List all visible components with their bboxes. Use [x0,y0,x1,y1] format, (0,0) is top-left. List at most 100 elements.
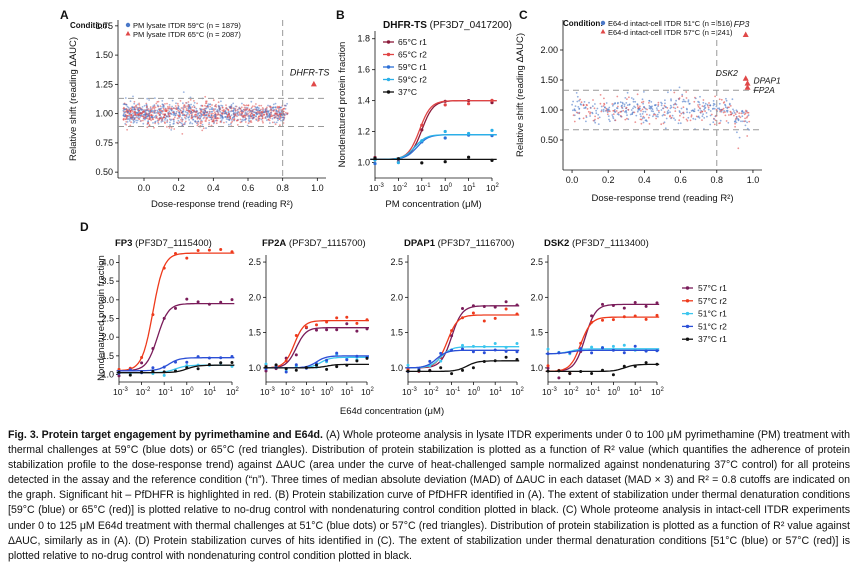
panel-a-point-65c [201,120,204,123]
panel-a-point-65c [140,112,143,115]
panel-b-point [420,161,424,165]
panel-c-point-51c [613,110,616,113]
panel-c-point-51c [725,97,727,100]
panel-b-y-tick-label: 1.4 [357,96,370,106]
panel-a-point-65c [250,121,253,123]
panel-a-point-59c [135,121,138,124]
panel-c-point-57c [679,114,681,117]
panel-a-point-59c [233,107,236,110]
panel-a-point-59c [126,121,129,123]
panel-c-point-51c [682,98,685,101]
panel-a-point-59c [167,112,169,114]
panel-a-point-65c [202,108,204,111]
panel-c-x-tick-label: 0.2 [602,175,615,185]
panel-b-point [443,103,447,107]
panel-a-point-65c [253,108,256,111]
panel-a-point-59c [197,112,200,115]
panel-b-point [490,128,494,132]
panel-c-point-51c [728,102,731,105]
panel-d-point [315,323,318,327]
panel-a-point-65c [258,104,261,107]
panel-d-point [504,355,508,359]
tick-base: 10 [439,183,449,193]
panel-a-point-59c [156,109,159,112]
panel-c-point-51c [571,103,573,106]
panel-a-point-65c [168,107,170,110]
panel-c-point-51c [643,106,645,108]
panel-a-point-59c [128,120,131,122]
panel-a-point-65c [228,115,231,118]
panel-c-point-51c [597,113,600,116]
panel-d-point [264,362,268,366]
panel-b-point [467,131,471,136]
panel-b-point [490,98,494,102]
panel-d-curve [116,302,235,372]
panel-a-point-65c [210,112,213,115]
panel-d-legend-label: 51°C r2 [698,321,727,331]
panel-a-point-59c [234,105,237,108]
panel-a-point-59c [168,110,171,113]
panel-a-point-65c [214,117,217,120]
panel-a-point-59c [214,115,217,118]
panel-a-point-59c [254,112,257,114]
panel-d-point [482,351,486,355]
panel-c-point-51c [673,117,675,120]
panel-a-point-65c [233,117,236,120]
panel-a-point-65c [242,115,245,117]
panel-b-tick-label: 100 [439,183,452,193]
panel-a-point-65c [166,125,168,128]
panel-d-tick-label: 100 [467,387,480,397]
panel-a-point-65c [218,113,221,116]
panel-c-point-57c [622,109,625,112]
panel-d-point [117,370,121,374]
panel-d-point [471,350,475,354]
panel-c-point-57c [733,114,735,117]
panel-c-point-51c [606,109,609,112]
panel-a-point-59c [275,121,278,124]
panel-d-tick-label: 102 [651,387,664,397]
panel-c-point-51c [725,99,728,102]
panel-d-curve [405,360,520,373]
panel-a-point-65c [231,120,234,123]
panel-a-point-65c [183,104,186,107]
panel-a-point-65c [122,119,125,121]
panel-a-point-65c [199,122,202,124]
panel-c-point-51c [662,113,665,116]
panel-a-x-tick-label: 0.4 [207,183,220,193]
panel-a-point-65c [234,109,237,112]
panel-d-legend-dot [685,337,690,341]
panel-c-point-57c [655,117,657,120]
panel-c-point-57c [615,110,618,112]
panel-a-point-59c [251,110,254,112]
panel-c-point-51c [588,101,590,104]
panel-c-point-51c [639,113,642,115]
panel-d-point [294,353,298,357]
panel-b-point [373,162,377,166]
panel-d-tick-label: 10-1 [446,387,461,397]
panel-c-point-51c [706,115,708,118]
panel-c-point-51c [687,116,690,119]
panel-d-point [611,304,615,307]
panel-c-point-51c [669,111,671,113]
panel-a-point-59c [150,116,153,119]
panel-c-point-57c [745,116,748,119]
panel-a-x-label: Dose-response trend (reading R²) [151,199,293,210]
panel-c-point-57c [660,123,663,126]
panel-a-point-59c [274,116,277,119]
panel-c-point-51c [621,101,624,104]
panel-a-point-65c [146,126,149,129]
panel-a-point-59c [273,121,276,124]
panel-c-point-51c [643,91,645,93]
panel-d-point [611,318,615,322]
panel-a-point-65c [279,118,281,120]
panel-c-point-57c [685,91,688,93]
panel-c-point-51c [669,107,672,110]
panel-a-point-59c [217,111,219,113]
panel-d-point [493,359,497,363]
panel-d-title-rest: (PF3D7_1116700) [435,238,514,249]
panel-c-point-51c [681,100,684,103]
panel-c-point-57c [628,96,630,99]
panel-c-point-57c [685,97,688,99]
panel-d-point [515,350,519,354]
panel-d-tick-label: 10-3 [402,387,417,397]
